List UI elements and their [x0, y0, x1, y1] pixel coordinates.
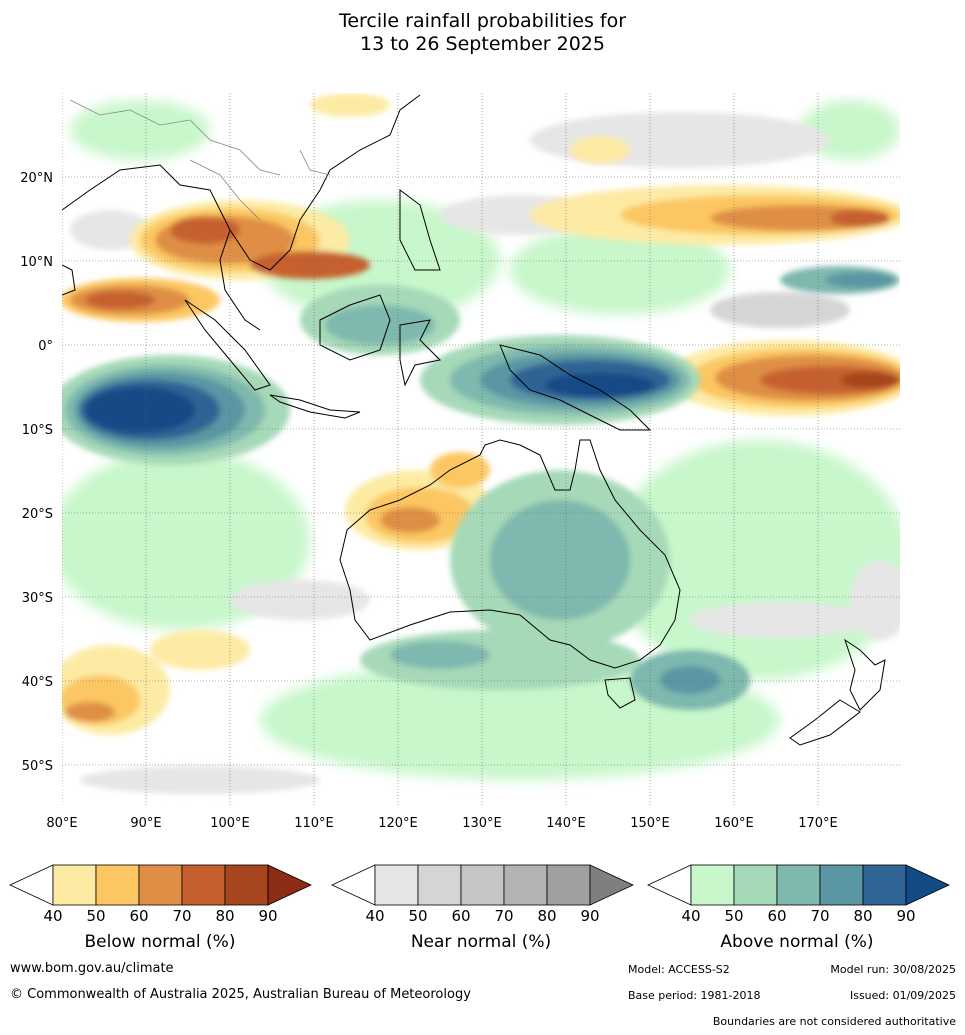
colorbar-segment: [52, 864, 97, 906]
latitude-label: 20°S: [22, 507, 53, 522]
issued-text: Issued: 01/09/2025: [849, 989, 956, 1002]
colorbar-segment: [95, 864, 140, 906]
copyright-text: © Commonwealth of Australia 2025, Austra…: [10, 987, 471, 1002]
colorbar-segment: [733, 864, 778, 906]
colorbar-above: 40 50 60 70 80 90: [647, 864, 950, 925]
sri-lanka-coastline: [62, 264, 76, 296]
sumatra-coastline: [184, 299, 271, 391]
legend-title-near: Near normal (%): [410, 932, 552, 952]
base-period-text: Base period: 1981-2018: [628, 989, 761, 1002]
borneo-coastline: [319, 294, 391, 361]
longitude-label: 120°E: [378, 816, 418, 831]
model-text: Model: ACCESS-S2: [628, 963, 730, 976]
colorbar-segment: [503, 864, 548, 906]
country-borders: [69, 99, 331, 221]
new-guinea-coastline: [499, 344, 652, 431]
australia-coastline: [339, 439, 681, 669]
longitude-label: 160°E: [714, 816, 754, 831]
colorbar-segment: [776, 864, 821, 906]
colorbar-segment: [224, 864, 269, 906]
sulawesi-coastline: [399, 319, 442, 387]
below-normal-areas: [62, 93, 900, 735]
colorbar-tick-label: 50: [86, 907, 105, 925]
colorbar-tick-label: 70: [172, 907, 191, 925]
colorbar-tick-label: 60: [767, 907, 786, 925]
longitude-label: 140°E: [546, 816, 586, 831]
latitude-label: 0°: [38, 339, 53, 354]
colorbar-low-extension: [9, 864, 54, 906]
latitude-label: 20°N: [20, 171, 53, 186]
colorbar-segment: [138, 864, 183, 906]
coastlines: [62, 94, 886, 746]
latitude-label: 50°S: [22, 759, 53, 774]
colorbar-tick-label: 50: [408, 907, 427, 925]
longitude-label: 80°E: [46, 816, 77, 831]
colorbar-tick-label: 90: [580, 907, 599, 925]
longitude-label: 110°E: [294, 816, 334, 831]
model-run-text: Model run: 30/08/2025: [830, 963, 956, 976]
longitude-label: 130°E: [462, 816, 502, 831]
latitude-label: 10°N: [20, 255, 53, 270]
colorbar-tick-label: 70: [810, 907, 829, 925]
colorbar-below: 40 50 60 70 80 90: [9, 864, 312, 925]
colorbar-tick-label: 90: [896, 907, 915, 925]
map-title: Tercile rainfall probabilities for 13 to…: [0, 10, 965, 56]
colorbar-high-extension: [905, 864, 950, 906]
colorbar-tick-label: 80: [215, 907, 234, 925]
philippines-coastline: [399, 189, 441, 271]
website-text: www.bom.gov.au/climate: [10, 961, 174, 976]
colorbar-segment: [181, 864, 226, 906]
colorbar-tick-label: 70: [494, 907, 513, 925]
colorbar-segment: [690, 864, 735, 906]
colorbar-tick-label: 40: [681, 907, 700, 925]
colorbar-tick-label: 80: [537, 907, 556, 925]
latitude-label: 30°S: [22, 591, 53, 606]
latitude-label: 10°S: [22, 423, 53, 438]
title-line-1: Tercile rainfall probabilities for: [338, 10, 627, 32]
near-normal-areas: [70, 112, 900, 794]
asia-coastline: [62, 94, 421, 271]
longitude-label: 170°E: [798, 816, 838, 831]
new-zealand-south-coastline: [789, 699, 861, 746]
disclaimer-text: Boundaries are not considered authoritat…: [712, 1015, 956, 1028]
latitude-label: 40°S: [22, 675, 53, 690]
new-zealand-north-coastline: [844, 638, 886, 711]
colorbar-high-extension: [267, 864, 312, 906]
colorbar-high-extension: [589, 864, 634, 906]
legend-title-below: Below normal (%): [84, 932, 236, 952]
colorbar-tick-label: 40: [365, 907, 384, 925]
colorbar-near: 40 50 60 70 80 90: [331, 864, 634, 925]
java-coastline: [269, 394, 361, 419]
colorbar-segment: [819, 864, 864, 906]
colorbar-tick-label: 50: [724, 907, 743, 925]
longitude-label: 90°E: [130, 816, 161, 831]
map-field: [62, 93, 900, 805]
colorbar-segment: [417, 864, 462, 906]
colorbar-low-extension: [647, 864, 692, 906]
longitude-label: 150°E: [630, 816, 670, 831]
title-line-2: 13 to 26 September 2025: [360, 33, 605, 55]
colorbar-tick-label: 80: [853, 907, 872, 925]
colorbar-tick-label: 60: [451, 907, 470, 925]
malay-peninsula-coastline: [219, 229, 261, 331]
colorbar-segment: [460, 864, 505, 906]
colorbar-low-extension: [331, 864, 376, 906]
rainfall-probability-map: 80°E 90°E 100°E 110°E 120°E 130°E 140°E 150°E 16…: [20, 93, 900, 831]
axis-labels: 80°E 90°E 100°E 110°E 120°E 130°E 140°E 150°E 16…: [20, 171, 838, 831]
legend-title-above: Above normal (%): [720, 932, 874, 952]
longitude-label: 100°E: [210, 816, 250, 831]
colorbar-segment: [862, 864, 907, 906]
tasmania-coastline: [604, 677, 636, 709]
colorbar-segment: [546, 864, 591, 906]
colorbar-tick-label: 40: [43, 907, 62, 925]
colorbar-tick-label: 90: [258, 907, 277, 925]
colorbar-segment: [374, 864, 419, 906]
colorbar-tick-label: 60: [129, 907, 148, 925]
